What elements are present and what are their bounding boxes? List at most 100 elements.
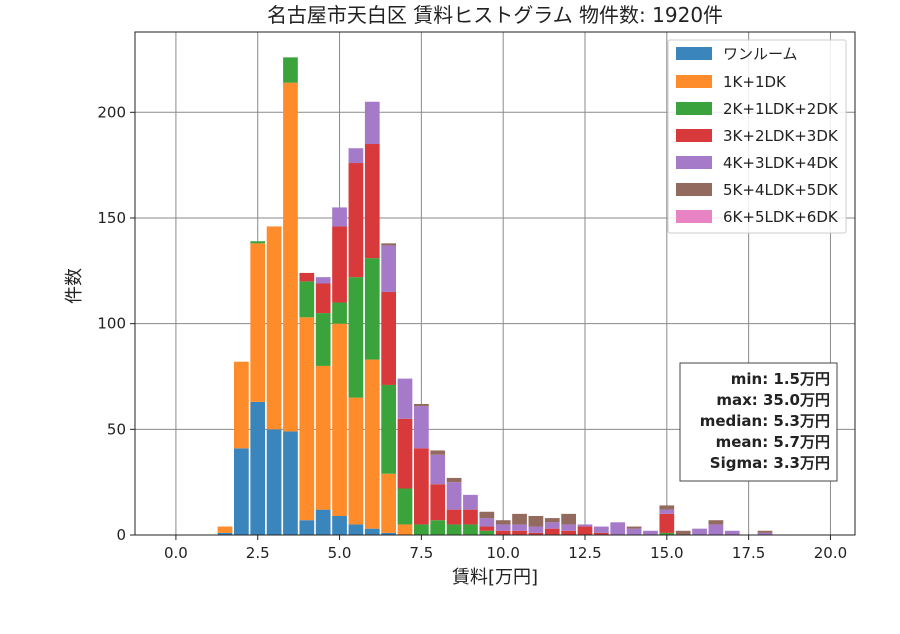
legend-swatch-4k: [676, 156, 712, 169]
legend-swatch-5k: [676, 183, 712, 196]
bar-series-5: [446, 477, 462, 483]
bar-series-1: [234, 361, 249, 449]
bar-series-1: [364, 359, 380, 529]
legend-swatch-1k: [676, 75, 712, 88]
bar-series-3: [495, 530, 511, 535]
bar-series-3: [479, 526, 495, 531]
bar-series-4: [692, 528, 707, 535]
bar-series-2: [414, 524, 429, 535]
bar-series-4: [495, 524, 511, 531]
bar-series-2: [381, 384, 396, 474]
legend-label-1k: 1K+1DK: [723, 73, 787, 91]
bar-series-4: [626, 528, 642, 535]
bar-series-1: [381, 473, 396, 533]
bar-series-3: [430, 484, 446, 521]
bar-series-3: [512, 530, 527, 535]
bar-series-5: [414, 403, 429, 407]
bar-series-3: [544, 528, 560, 535]
bar-series-0: [299, 520, 315, 535]
bar-series-4: [528, 526, 544, 533]
chart-title: 名古屋市天白区 賃料ヒストグラム 物件数: 1920件: [267, 3, 723, 27]
legend-swatch-1room: [676, 47, 712, 60]
bar-series-5: [659, 505, 675, 510]
x-tick-label: 12.5: [568, 544, 601, 562]
bar-series-2: [315, 313, 331, 366]
bar-series-1: [217, 526, 233, 533]
bar-series-0: [381, 532, 396, 535]
x-axis-label: 賃料[万円]: [452, 567, 538, 588]
x-tick-label: 2.5: [246, 544, 270, 562]
x-tick-label: 0.0: [164, 544, 188, 562]
bar-series-3: [397, 418, 413, 489]
legend-label-2k: 2K+1LDK+2DK: [723, 100, 839, 118]
bar-series-0: [364, 528, 380, 535]
bar-series-3: [348, 163, 364, 278]
bar-series-0: [315, 509, 331, 535]
legend-label-3k: 3K+2LDK+3DK: [723, 127, 839, 145]
bar-series-4: [446, 482, 462, 510]
bar-series-3: [577, 526, 593, 535]
bar-series-5: [708, 520, 724, 525]
bar-series-4: [414, 406, 429, 449]
bar-series-2: [397, 488, 413, 525]
y-tick-label: 50: [107, 420, 126, 438]
bar-series-4: [315, 277, 331, 284]
bar-series-2: [364, 258, 380, 360]
bar-series-0: [217, 532, 233, 535]
legend-swatch-2k: [676, 102, 712, 115]
bar-series-1: [283, 82, 298, 432]
bar-series-1: [315, 365, 331, 510]
bar-series-4: [643, 530, 658, 535]
stats-median: median: 5.3万円: [700, 412, 830, 430]
bar-series-0: [332, 515, 347, 535]
legend-label-1room: ワンルーム: [723, 45, 798, 63]
bar-series-3: [659, 513, 675, 533]
x-tick-label: 20.0: [814, 544, 847, 562]
legend-label-4k: 4K+3LDK+4DK: [723, 154, 839, 172]
bar-series-4: [332, 207, 347, 227]
bar-series-1: [348, 397, 364, 525]
bar-series-5: [495, 520, 511, 525]
bar-series-1: [397, 524, 413, 535]
y-tick-label: 200: [97, 103, 126, 121]
x-tick-label: 5.0: [328, 544, 352, 562]
bar-series-1: [332, 323, 347, 516]
bar-series-4: [430, 454, 446, 485]
bar-series-3: [528, 532, 544, 535]
y-tick-label: 150: [97, 209, 126, 227]
x-tick-label: 15.0: [650, 544, 683, 562]
bar-series-3: [594, 532, 609, 535]
bar-series-4: [479, 518, 495, 527]
bar-series-3: [561, 530, 576, 535]
bar-series-1: [250, 243, 266, 402]
bar-series-2: [479, 530, 495, 535]
bar-series-1: [266, 226, 282, 430]
bar-series-4: [512, 524, 527, 531]
bar-series-5: [381, 243, 396, 246]
x-tick-label: 7.5: [409, 544, 433, 562]
bar-series-4: [577, 524, 593, 527]
bar-series-4: [724, 530, 740, 535]
bar-series-5: [675, 530, 691, 535]
bar-series-0: [250, 401, 266, 535]
ticks-layer: 0.0 2.5 5.0 7.5 10.0 12.5 15.0 17.5 20.0 0 50 100 15…: [97, 103, 847, 562]
bar-series-3: [332, 226, 347, 303]
bar-series-5: [544, 518, 560, 523]
stats-box-frame: [679, 362, 838, 482]
legend: ワンルーム 1K+1DK 2K+1LDK+2DK 3K+2LDK+3DK 4K+…: [667, 39, 847, 234]
bars-layer: [217, 57, 773, 535]
legend-frame: [667, 39, 847, 234]
bar-series-2: [463, 524, 478, 535]
bar-series-2: [283, 57, 298, 83]
legend-label-5k: 5K+4LDK+5DK: [723, 181, 839, 199]
bar-series-3: [463, 509, 478, 525]
plot-frame: [134, 31, 856, 536]
bar-series-2: [250, 241, 266, 244]
bar-series-4: [381, 245, 396, 292]
y-tick-label: 0: [116, 526, 126, 544]
bar-series-4: [659, 509, 675, 514]
bar-series-2: [348, 277, 364, 398]
bar-series-5: [528, 515, 544, 527]
bar-series-0: [266, 429, 282, 535]
stats-mean: mean: 5.7万円: [716, 433, 830, 451]
